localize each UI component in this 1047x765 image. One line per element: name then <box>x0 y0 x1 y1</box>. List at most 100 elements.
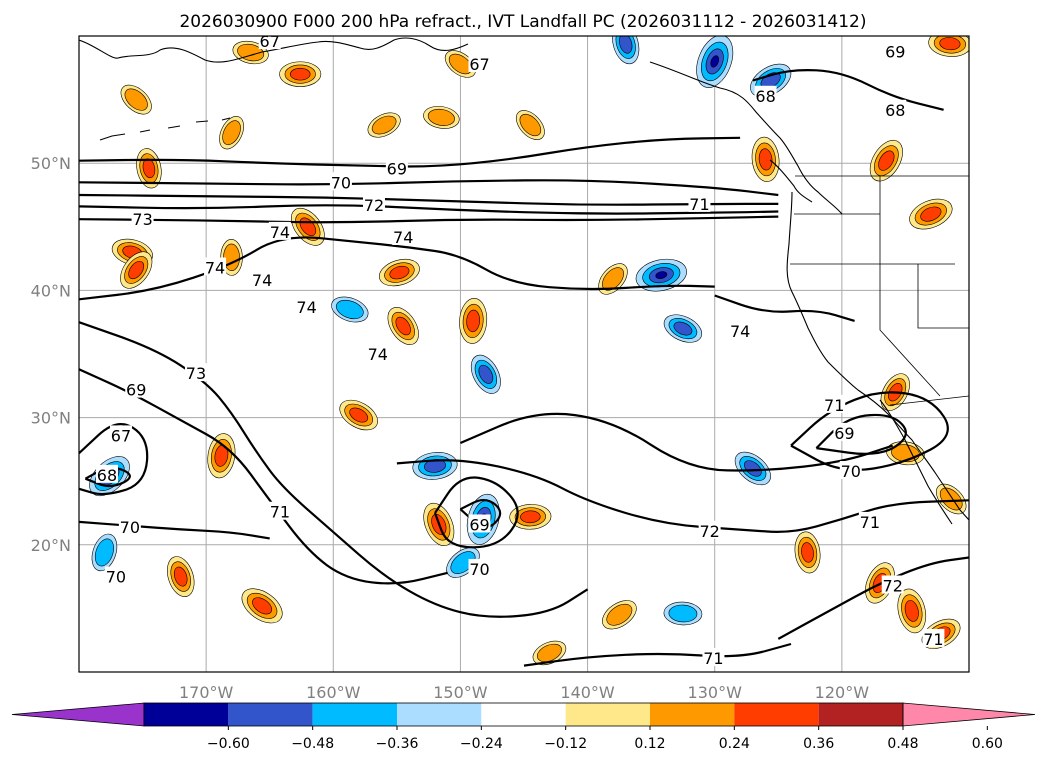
contour-label: 67 <box>469 55 489 74</box>
contour-label-bg <box>125 379 148 398</box>
y-tick-label: 40°N <box>31 281 71 300</box>
chart-title: 2026030900 F000 200 hPa refract., IVT La… <box>179 12 866 32</box>
anomaly-blob <box>444 50 476 78</box>
contour-71 <box>396 459 969 533</box>
contour-label: 71 <box>703 649 723 668</box>
contour-label-bg <box>468 558 491 577</box>
colorbar-tick-label: −0.24 <box>460 736 503 752</box>
anomaly-fill <box>289 67 311 81</box>
anomaly-fill <box>673 321 693 336</box>
anomaly-blob <box>91 533 118 572</box>
shaded-anomalies <box>89 36 969 666</box>
contour-69 <box>815 413 907 455</box>
x-axis: 170°W 160°W 150°W 140°W 130°W 120°W <box>179 683 869 702</box>
anomaly-blob <box>339 399 378 431</box>
contour-label: 71 <box>824 396 844 415</box>
anomaly-blob <box>794 531 821 574</box>
anomaly-blob <box>532 640 567 666</box>
contour-label-bg <box>251 270 274 289</box>
contour-label-bg <box>268 221 291 240</box>
colorbar-segment <box>228 703 313 726</box>
anomaly-blob <box>509 504 552 530</box>
anomaly-blob <box>928 36 969 57</box>
contour-label-bg <box>392 226 415 245</box>
anomaly-blob <box>897 588 927 634</box>
colorbar-tick-label: 0.24 <box>719 736 750 752</box>
contour-label-bg <box>858 511 881 530</box>
y-axis: 20°N 30°N 40°N 50°N <box>31 154 71 555</box>
contour-71 <box>79 368 448 585</box>
colorbar: −0.60 −0.48 −0.36 −0.24 −0.12 0.12 0.24 0.36 0.4… <box>11 702 1036 752</box>
anomaly-blob <box>663 314 703 343</box>
anomaly-blob <box>120 84 152 115</box>
y-tick-label: 30°N <box>31 409 71 428</box>
anomaly-fill <box>536 643 562 663</box>
us-west-coast <box>786 191 969 521</box>
anomaly-blob <box>635 258 687 292</box>
colorbar-segment <box>481 703 566 726</box>
anomaly-blob <box>909 198 953 230</box>
anomaly-blob <box>423 105 460 129</box>
contour-label-bg <box>839 461 862 480</box>
colorbar-segment <box>565 703 650 726</box>
colorbar-extend-low <box>11 702 145 727</box>
y-tick-label: 20°N <box>31 536 71 555</box>
colorbar-tick-label: −0.60 <box>207 736 250 752</box>
contour-label-bg <box>468 53 491 72</box>
contour-71 <box>523 642 792 667</box>
contour-label: 73 <box>132 210 152 229</box>
contour-label: 69 <box>126 381 146 400</box>
contour-70 <box>433 476 519 549</box>
contour-label: 67 <box>260 32 280 51</box>
contour-70 <box>790 391 949 471</box>
anomaly-blob <box>696 36 734 88</box>
contour-73 <box>79 321 589 618</box>
contour-label: 71 <box>270 503 290 522</box>
contour-label-bg <box>104 566 127 585</box>
contour-label: 74 <box>296 298 316 317</box>
anomaly-blob <box>663 601 703 626</box>
contour-label: 74 <box>252 271 272 290</box>
anomaly-blob <box>367 112 401 138</box>
contour-label: 73 <box>186 364 206 383</box>
anomaly-blob <box>290 207 325 246</box>
x-tick-label: 170°W <box>179 683 234 702</box>
colorbar-segment <box>312 703 397 726</box>
contour-label-bg <box>366 344 389 362</box>
contour-label-bg <box>922 628 945 647</box>
contour-label-bg <box>295 296 318 315</box>
political-borders <box>790 175 969 406</box>
contour-68 <box>84 466 131 488</box>
contour-70 <box>79 520 270 540</box>
colorbar-tick-label: 0.60 <box>972 736 1003 752</box>
anomaly-fill <box>668 604 698 623</box>
x-tick-label: 130°W <box>688 683 743 702</box>
anomaly-fill <box>619 36 633 54</box>
contour-label: 72 <box>883 577 903 596</box>
contour-72 <box>459 412 894 472</box>
contour-label: 74 <box>393 228 413 247</box>
anomaly-fill <box>519 113 542 137</box>
gridlines <box>79 36 969 672</box>
anomaly-fill <box>94 538 114 567</box>
colorbar-outline <box>143 702 904 727</box>
map-frame <box>78 35 970 673</box>
anomaly-blob <box>515 110 545 140</box>
anomaly-fill <box>335 299 364 320</box>
contour-label-bg <box>131 209 154 228</box>
anomaly-fill <box>606 603 633 626</box>
anomaly-fill <box>124 88 148 111</box>
contour-label: 70 <box>841 462 861 481</box>
aleutian-islands <box>99 117 231 141</box>
anomaly-fill <box>222 120 241 146</box>
contour-74 <box>714 294 855 322</box>
contour-label-bg <box>688 193 711 212</box>
anomaly-fill <box>466 309 481 333</box>
anomaly-blob <box>219 116 244 150</box>
anomaly-fill <box>478 364 494 384</box>
contour-68 <box>752 69 944 111</box>
contour-label: 67 <box>111 426 131 445</box>
contour-label: 69 <box>885 42 905 61</box>
anomaly-fill <box>520 510 541 524</box>
nv-az-border <box>917 264 969 329</box>
